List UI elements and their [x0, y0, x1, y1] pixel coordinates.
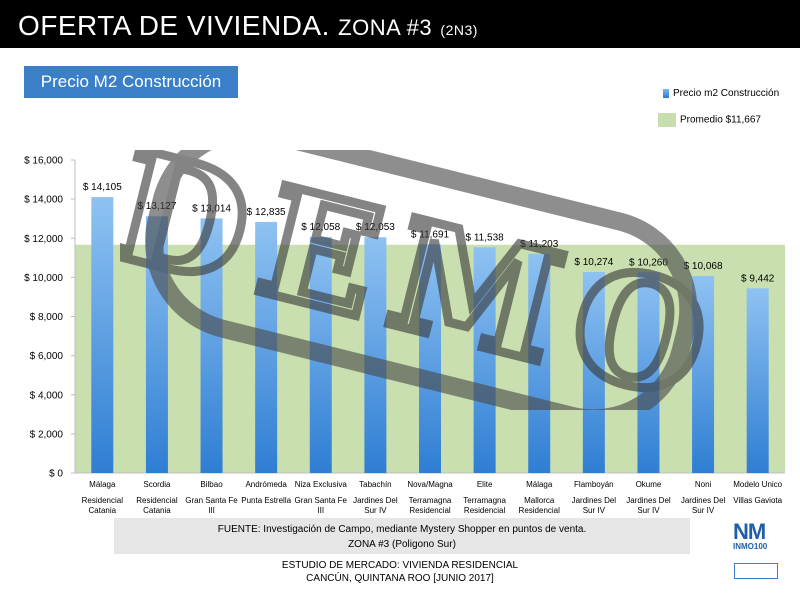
bar-value-label: $ 13,014: [192, 203, 231, 214]
brand-logo: NM INMO100: [733, 519, 781, 552]
x-category-label: Nova/Magna: [407, 480, 453, 489]
x-category-sublabel: III: [317, 506, 324, 515]
x-category-sublabel: Sur IV: [364, 506, 387, 515]
legend-bar-label: Precio m2 Construcción: [673, 88, 780, 99]
x-category-sublabel: Sur IV: [692, 506, 715, 515]
study-caption: ESTUDIO DE MERCADO: VIVIENDA RESIDENCIAL…: [180, 559, 620, 585]
bar-value-label: $ 14,105: [83, 182, 122, 193]
y-tick-label: $ 16,000: [24, 156, 63, 167]
bar-value-label: $ 12,053: [356, 222, 395, 233]
bar: [582, 272, 605, 473]
x-category-sublabel: Residencial: [136, 496, 178, 505]
study-line-2: CANCÚN, QUINTANA ROO [JUNIO 2017]: [306, 573, 494, 584]
x-category-label: Málaga: [526, 480, 553, 489]
header-bar: OFERTA DE VIVIENDA. ZONA #3 (2N3): [0, 0, 800, 48]
bar: [364, 237, 387, 473]
page-title: OFERTA DE VIVIENDA. ZONA #3 (2N3): [18, 10, 478, 42]
x-category-label: Noni: [695, 480, 712, 489]
x-category-sublabel: Residencial: [409, 506, 451, 515]
bar-value-label: $ 10,068: [684, 261, 723, 272]
bar: [692, 276, 715, 473]
x-category-sublabel: Gran Santa Fe: [185, 496, 238, 505]
x-category-sublabel: Jardines Del: [681, 496, 726, 505]
bar-value-label: $ 10,260: [629, 257, 668, 268]
y-tick-label: $ 2,000: [30, 429, 64, 440]
x-category-sublabel: Villas Gaviota: [733, 496, 782, 505]
x-category-sublabel: Mallorca: [524, 496, 555, 505]
x-category-sublabel: Punta Estrella: [241, 496, 291, 505]
x-category-sublabel: Jardines Del: [626, 496, 671, 505]
logo-frame: [734, 563, 778, 579]
section-label: Precio M2 Construcción: [24, 66, 238, 98]
bar: [637, 272, 660, 473]
legend-average: Promedio $11,667: [658, 113, 761, 127]
bar: [746, 288, 769, 473]
bar-value-label: $ 10,274: [574, 257, 613, 268]
x-category-sublabel: Terramagna: [409, 496, 452, 505]
logo-mark: NM: [733, 519, 766, 544]
x-category-label: Andrómeda: [245, 480, 287, 489]
x-category-sublabel: Gran Santa Fe: [295, 496, 348, 505]
legend-bar: Precio m2 Construcción: [663, 88, 779, 99]
x-category-sublabel: Jardines Del: [353, 496, 398, 505]
x-category-sublabel: Jardines Del: [572, 496, 617, 505]
legend-bar-swatch: [663, 88, 669, 98]
y-tick-label: $ 10,000: [24, 273, 63, 284]
x-category-sublabel: Residencial: [464, 506, 506, 515]
bar-value-label: $ 13,127: [137, 201, 176, 212]
bar: [200, 218, 223, 473]
x-category-label: Scordia: [143, 480, 171, 489]
bar-value-label: $ 9,442: [741, 273, 775, 284]
bar-value-label: $ 11,538: [466, 232, 505, 243]
source-line-1: FUENTE: Investigación de Campo, mediante…: [217, 524, 587, 535]
x-category-label: Bilbao: [200, 480, 223, 489]
x-category-label: Okume: [636, 480, 662, 489]
bar-value-label: $ 12,058: [301, 222, 340, 233]
x-category-label: Niza Exclusiva: [295, 480, 348, 489]
x-category-sublabel: III: [208, 506, 215, 515]
y-tick-label: $ 8,000: [30, 312, 64, 323]
x-category-sublabel: Residencial: [82, 496, 124, 505]
bar: [473, 247, 496, 473]
x-category-sublabel: Terramagna: [463, 496, 506, 505]
x-category-label: Elite: [477, 480, 493, 489]
bar-value-label: $ 11,203: [520, 239, 559, 250]
bar-value-label: $ 11,691: [411, 229, 450, 240]
x-category-sublabel: Catania: [89, 506, 117, 515]
study-line-1: ESTUDIO DE MERCADO: VIVIENDA RESIDENCIAL: [281, 560, 519, 571]
x-category-sublabel: Catania: [143, 506, 171, 515]
x-category-sublabel: Sur IV: [637, 506, 660, 515]
title-zona: ZONA #3: [338, 15, 433, 40]
y-tick-label: $ 4,000: [30, 390, 64, 401]
x-category-label: Málaga: [89, 480, 116, 489]
logo-brand: INMO100: [733, 542, 768, 551]
title-code: (2N3): [440, 22, 478, 38]
source-box: FUENTE: Investigación de Campo, mediante…: [114, 518, 690, 554]
legend-average-swatch: [658, 113, 676, 127]
bar: [419, 244, 441, 473]
bar: [528, 253, 551, 473]
y-tick-label: $ 0: [49, 469, 63, 480]
x-category-label: Modelo Unico: [733, 480, 782, 489]
y-tick-label: $ 12,000: [24, 234, 63, 245]
source-line-2: ZONA #3 (Poligono Sur): [348, 539, 456, 550]
y-tick-label: $ 6,000: [30, 351, 64, 362]
legend-average-label: Promedio $11,667: [680, 114, 761, 126]
bar-value-label: $ 12,835: [247, 207, 286, 218]
bar: [91, 197, 114, 474]
x-category-label: Tabachín: [359, 480, 391, 489]
bar: [255, 221, 278, 473]
bar: [145, 216, 168, 473]
x-category-sublabel: Residencial: [519, 506, 561, 515]
y-tick-label: $ 14,000: [24, 195, 63, 206]
x-category-label: Flamboyán: [574, 480, 614, 489]
title-main: OFERTA DE VIVIENDA.: [18, 10, 330, 41]
bar: [309, 237, 332, 473]
x-category-sublabel: Sur IV: [583, 506, 606, 515]
